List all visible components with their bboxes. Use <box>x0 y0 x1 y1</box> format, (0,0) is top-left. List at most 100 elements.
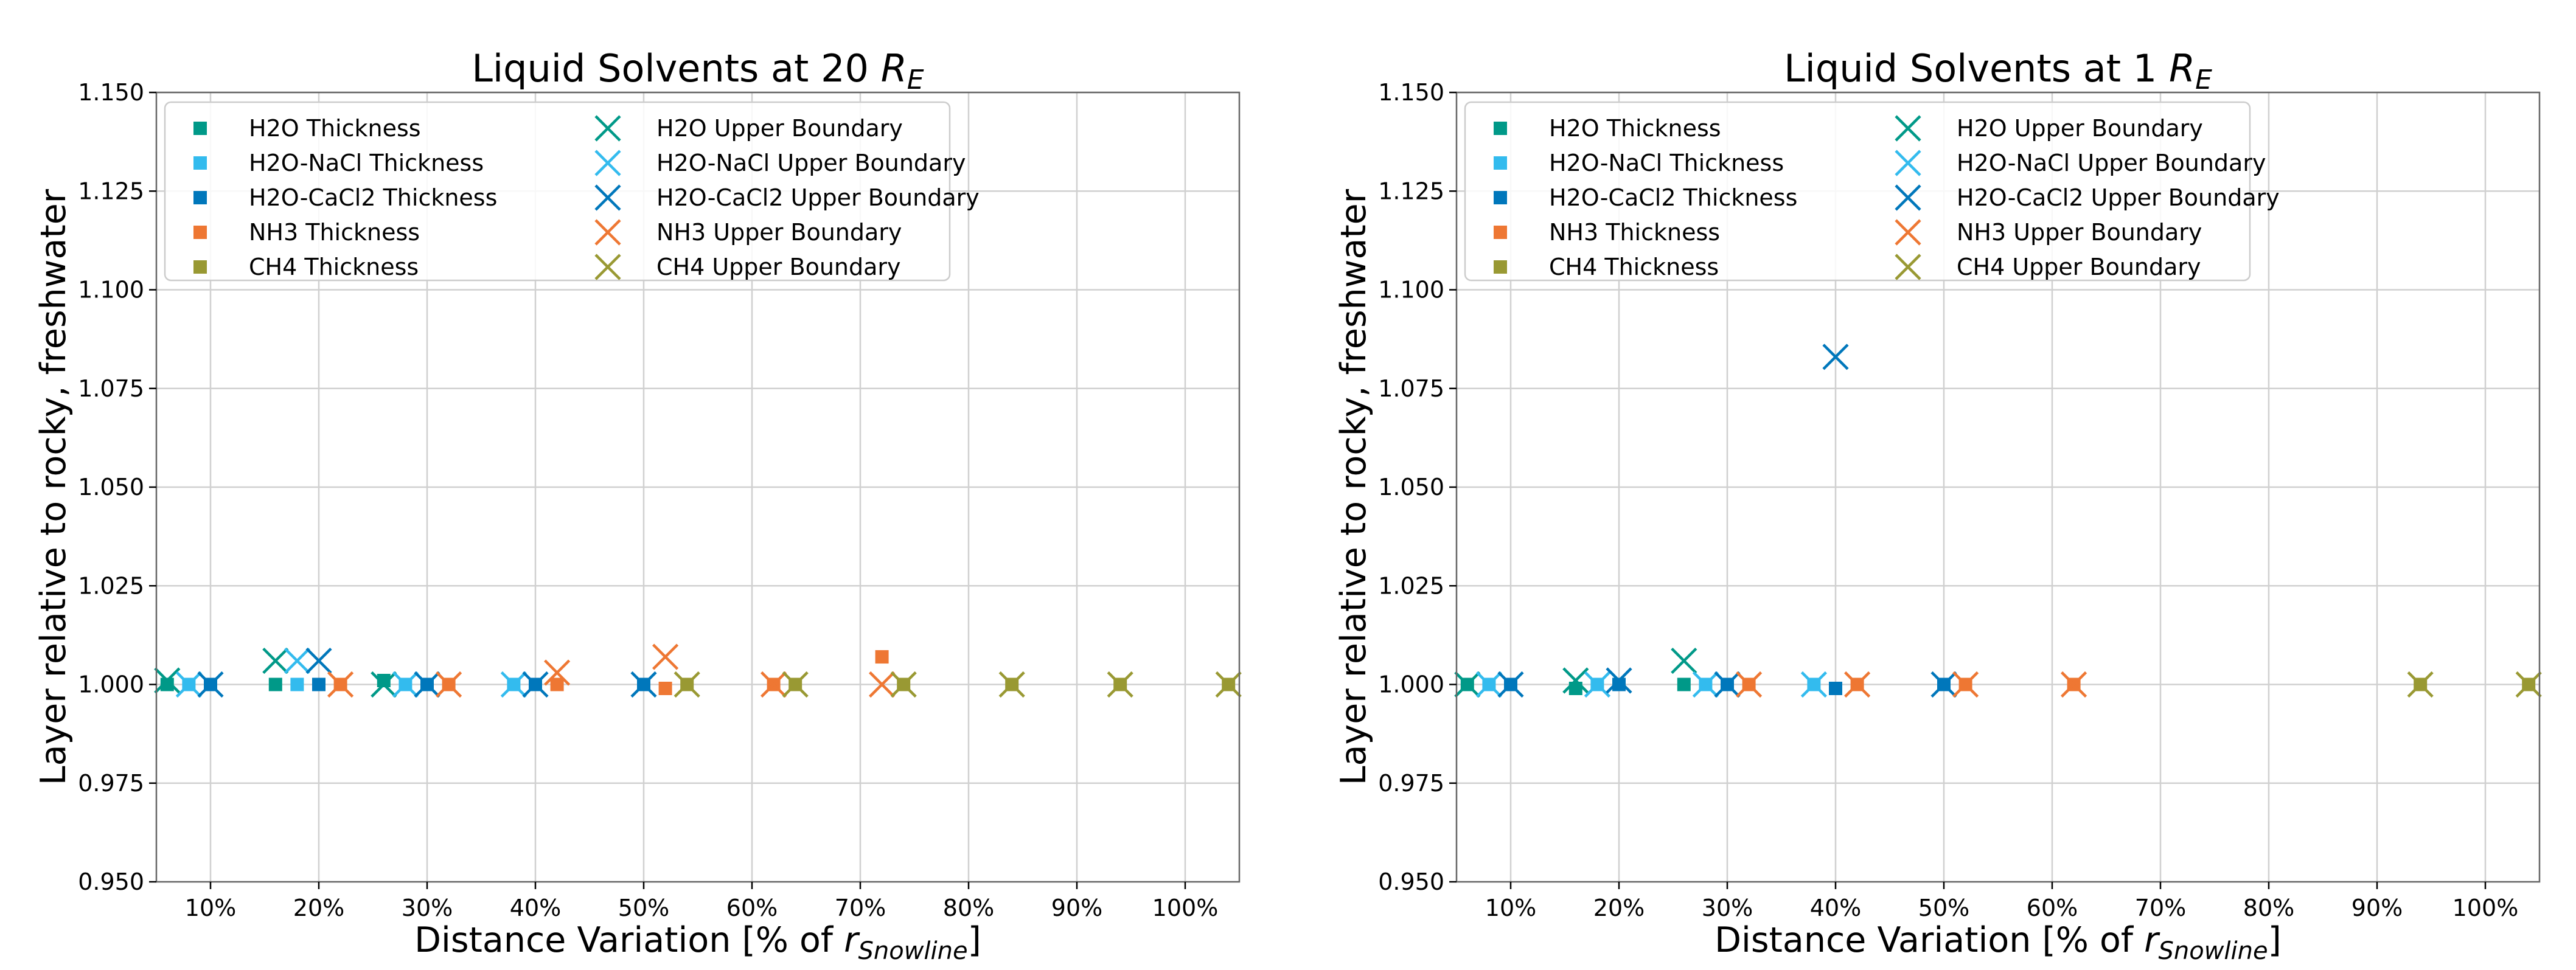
series-nh3-x <box>327 643 896 698</box>
data-point <box>652 643 679 670</box>
legend-marker <box>193 226 207 239</box>
legend-marker <box>193 122 207 135</box>
data-point-stroke-b <box>1692 671 1719 698</box>
data-point <box>550 677 564 691</box>
data-point-stroke-b <box>1844 671 1871 698</box>
data-point <box>1475 671 1502 698</box>
data-point-stroke-b <box>1671 647 1697 674</box>
y-axis-label: Layer relative to rocky, freshwater <box>33 189 74 785</box>
ticks: 10% 20% 30% 40% 50% 60% 70% 80% 90% 100% 0.950 0.97… <box>1378 79 2518 921</box>
data-point-stroke-b <box>500 671 527 698</box>
data-point-stroke-b <box>262 647 289 674</box>
data-point <box>761 671 787 698</box>
y-tick-label: 0.950 <box>78 868 144 895</box>
data-point-stroke-b <box>652 643 679 670</box>
x-tick-label: 40% <box>1810 895 1861 921</box>
chart-panel-1: 10% 20% 30% 40% 50% 60% 70% 80% 90% 100% 0.950 0.97… <box>33 46 1242 965</box>
legend-item: H2O-CaCl2 Thickness <box>1494 184 1797 211</box>
data-point <box>290 677 304 691</box>
legend-item: NH3 Thickness <box>1494 219 1720 246</box>
x-tick-label: 10% <box>185 895 236 921</box>
legend-marker <box>594 150 621 176</box>
data-point <box>154 667 181 694</box>
data-point-stroke-b <box>2061 671 2087 698</box>
data-point-stroke-b <box>522 671 549 698</box>
chart-title-subscript: E <box>907 64 924 95</box>
x-tick-label: 10% <box>1485 895 1536 921</box>
data-point <box>436 671 462 698</box>
legend-item: H2O-NaCl Upper Boundary <box>1895 150 2266 176</box>
data-point-stroke-b <box>782 671 809 698</box>
chart-title-text: Liquid Solvents at 1 <box>1784 46 2169 91</box>
legend-label: H2O Thickness <box>1549 115 1721 142</box>
data-point-stroke-b <box>154 667 181 694</box>
x-tick-label: 30% <box>1702 895 1753 921</box>
legend: H2O Thickness H2O-NaCl Thickness H2O-CaCl2… <box>1464 101 2280 282</box>
legend-label: H2O-NaCl Upper Boundary <box>656 150 966 176</box>
x-axis-label: Distance Variation [% of rSnowline] <box>414 920 981 965</box>
data-point <box>1714 671 1741 698</box>
data-point <box>414 671 440 698</box>
data-point <box>1692 671 1719 698</box>
series-ch4-x <box>674 671 1242 698</box>
legend-marker <box>193 191 207 204</box>
series-h2o-x <box>154 647 397 698</box>
data-point-stroke-b <box>1497 671 1524 698</box>
legend-item: H2O-CaCl2 Upper Boundary <box>594 184 980 211</box>
legend-marker <box>1494 191 1507 204</box>
y-tick-label: 0.950 <box>1378 868 1444 895</box>
data-point <box>197 671 224 698</box>
data-point <box>377 674 391 688</box>
data-point <box>268 677 282 691</box>
data-point <box>1562 667 1589 694</box>
data-point-stroke-b <box>1606 667 1632 694</box>
data-marks <box>154 643 1242 698</box>
x-axis-label-math: r <box>2144 920 2160 960</box>
y-tick-label: 1.125 <box>1378 178 1444 204</box>
legend-label: NH3 Upper Boundary <box>656 219 902 246</box>
data-point <box>1671 647 1697 674</box>
data-point-stroke-b <box>327 671 354 698</box>
legend-marker <box>594 184 621 211</box>
legend-label: H2O-CaCl2 Thickness <box>1549 184 1797 211</box>
data-point <box>875 650 889 664</box>
x-tick-label: 100% <box>2452 895 2519 921</box>
x-axis-label: Distance Variation [% of rSnowline] <box>1714 920 2282 965</box>
data-point <box>1677 677 1691 691</box>
data-point-stroke-b <box>436 671 462 698</box>
y-tick-label: 1.075 <box>78 375 144 402</box>
x-tick-label: 50% <box>1918 895 1969 921</box>
data-point-stroke-b <box>1475 671 1502 698</box>
series-cacl2-x <box>1497 344 1957 698</box>
data-point-stroke-b <box>2407 671 2434 698</box>
x-axis-label-math: r <box>844 920 860 960</box>
legend-label: H2O-CaCl2 Upper Boundary <box>1957 184 2280 211</box>
series-nh3-x <box>1736 671 2087 698</box>
x-tick-label: 90% <box>1051 895 1102 921</box>
x-axis-label-end: ] <box>968 920 981 960</box>
legend-item: H2O-NaCl Upper Boundary <box>594 150 966 176</box>
x-tick-label: 80% <box>943 895 994 921</box>
data-point <box>175 671 202 698</box>
series-h2o-square <box>160 674 391 691</box>
data-point-stroke-b <box>371 671 397 698</box>
data-point <box>327 671 354 698</box>
legend-marker-stroke-b <box>1895 150 1921 176</box>
legend-label: H2O-NaCl Thickness <box>249 150 484 176</box>
legend-item: H2O-CaCl2 Upper Boundary <box>1895 184 2280 211</box>
legend-label: CH4 Upper Boundary <box>1957 254 2201 280</box>
legend-marker <box>193 260 207 274</box>
data-point <box>1584 671 1610 698</box>
data-point-stroke-b <box>197 671 224 698</box>
data-point-stroke-b <box>2515 671 2542 698</box>
data-point-stroke-b <box>761 671 787 698</box>
data-point-stroke-b <box>998 671 1025 698</box>
data-point <box>2061 671 2087 698</box>
y-axis-label: Layer relative to rocky, freshwater <box>1334 189 1374 785</box>
data-point-stroke-b <box>1714 671 1741 698</box>
legend-marker-stroke-b <box>594 254 621 280</box>
x-tick-label: 70% <box>2135 895 2186 921</box>
data-point-stroke-b <box>1454 671 1481 698</box>
data-point-stroke-b <box>1107 671 1133 698</box>
